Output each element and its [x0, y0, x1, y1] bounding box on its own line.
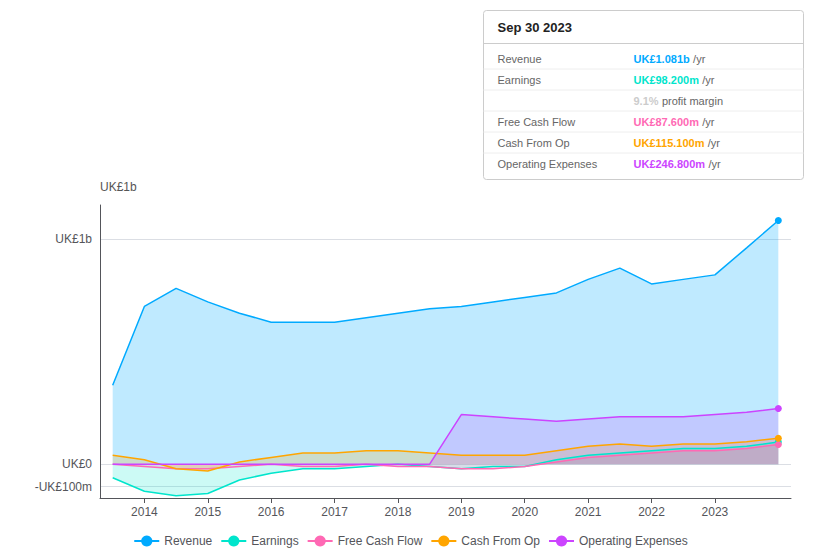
svg-text:2017: 2017 — [321, 505, 348, 519]
svg-text:2019: 2019 — [448, 505, 475, 519]
svg-text:2014: 2014 — [131, 505, 158, 519]
svg-text:UK£1.081b: UK£1.081b — [634, 53, 691, 65]
svg-text:/yr: /yr — [702, 116, 715, 128]
svg-text:UK£1b: UK£1b — [100, 180, 137, 194]
svg-text:UK£87.600m: UK£87.600m — [634, 116, 700, 128]
svg-text:/yr: /yr — [708, 158, 721, 170]
svg-text:Free Cash Flow: Free Cash Flow — [498, 116, 576, 128]
svg-text:UK£115.100m: UK£115.100m — [634, 137, 705, 149]
svg-text:UK£98.200m: UK£98.200m — [634, 74, 700, 86]
svg-text:Cash From Op: Cash From Op — [498, 137, 570, 149]
svg-text:Free Cash Flow: Free Cash Flow — [338, 534, 423, 548]
svg-text:UK£1b: UK£1b — [55, 232, 92, 246]
svg-text:2016: 2016 — [258, 505, 285, 519]
svg-text:9.1%: 9.1% — [634, 95, 659, 107]
svg-text:2018: 2018 — [385, 505, 412, 519]
svg-text:profit margin: profit margin — [662, 95, 723, 107]
svg-text:Operating Expenses: Operating Expenses — [498, 158, 598, 170]
svg-text:2020: 2020 — [511, 505, 538, 519]
svg-text:Revenue: Revenue — [164, 534, 212, 548]
svg-text:/yr: /yr — [708, 137, 721, 149]
svg-text:2023: 2023 — [702, 505, 729, 519]
svg-text:/yr: /yr — [693, 53, 706, 65]
svg-text:UK£0: UK£0 — [62, 457, 92, 471]
svg-text:Earnings: Earnings — [498, 74, 542, 86]
svg-text:/yr: /yr — [702, 74, 715, 86]
svg-text:Revenue: Revenue — [498, 53, 542, 65]
svg-text:2021: 2021 — [575, 505, 602, 519]
svg-text:-UK£100m: -UK£100m — [35, 480, 92, 494]
svg-text:UK£246.800m: UK£246.800m — [634, 158, 706, 170]
svg-text:2015: 2015 — [194, 505, 221, 519]
svg-text:Operating Expenses: Operating Expenses — [579, 534, 688, 548]
svg-text:Cash From Op: Cash From Op — [461, 534, 540, 548]
svg-text:2022: 2022 — [638, 505, 665, 519]
svg-text:Earnings: Earnings — [251, 534, 298, 548]
svg-text:Sep 30 2023: Sep 30 2023 — [498, 20, 572, 35]
